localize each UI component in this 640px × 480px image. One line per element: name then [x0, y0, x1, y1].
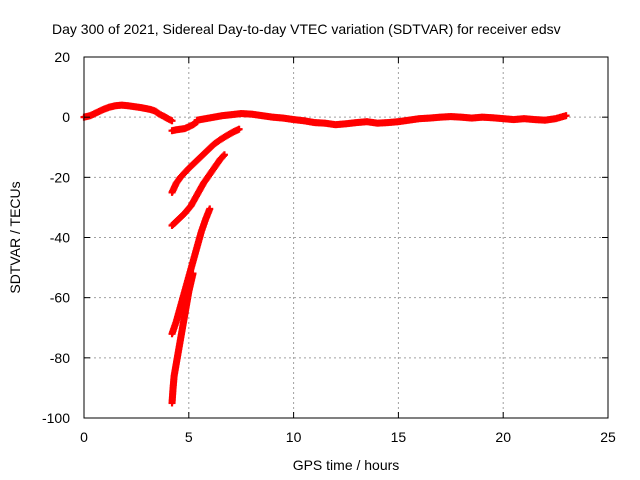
y-tick-label: 20: [54, 49, 70, 65]
data-point: [342, 119, 359, 128]
data-point: [363, 118, 380, 127]
data-point: [468, 113, 485, 122]
data-point: [93, 106, 106, 117]
x-tick-label: 15: [391, 429, 407, 445]
data-point: [220, 151, 228, 159]
x-tick-label: 20: [495, 429, 511, 445]
tick-layer: 0 5 10 15 20 25 -100 -80 -60 -40 -20 0 20: [42, 49, 616, 445]
y-tick-label: -20: [50, 169, 70, 185]
data-layer: [80, 101, 570, 407]
data-point: [562, 112, 570, 120]
data-point: [478, 113, 495, 122]
series-main: [80, 101, 176, 125]
series-arc-upper: [168, 125, 243, 196]
y-axis-label: SDTVAR / TECUs: [7, 181, 23, 293]
data-point: [195, 181, 207, 195]
y-tick-label: -80: [50, 350, 70, 366]
x-tick-label: 25: [600, 429, 616, 445]
x-tick-label: 0: [80, 429, 88, 445]
x-tick-label: 5: [185, 429, 193, 445]
x-axis-label: GPS time / hours: [293, 457, 400, 473]
data-point: [206, 205, 214, 213]
chart-title: Day 300 of 2021, Sidereal Day-to-day VTE…: [52, 21, 561, 37]
series-main-continued: [193, 110, 570, 129]
y-tick-label: -40: [50, 230, 70, 246]
data-point: [168, 117, 176, 125]
data-point: [258, 112, 275, 121]
data-point: [489, 114, 506, 123]
data-point: [189, 270, 197, 278]
data-point: [394, 116, 411, 126]
data-point: [197, 147, 211, 160]
series-arc-deep: [168, 270, 197, 407]
x-tick-label: 10: [286, 429, 302, 445]
series-arc-middle: [168, 151, 228, 229]
y-tick-label: -100: [42, 410, 70, 426]
y-tick-label: 0: [62, 109, 70, 125]
data-point: [183, 289, 193, 308]
data-point: [235, 125, 243, 133]
y-tick-label: -60: [50, 290, 70, 306]
